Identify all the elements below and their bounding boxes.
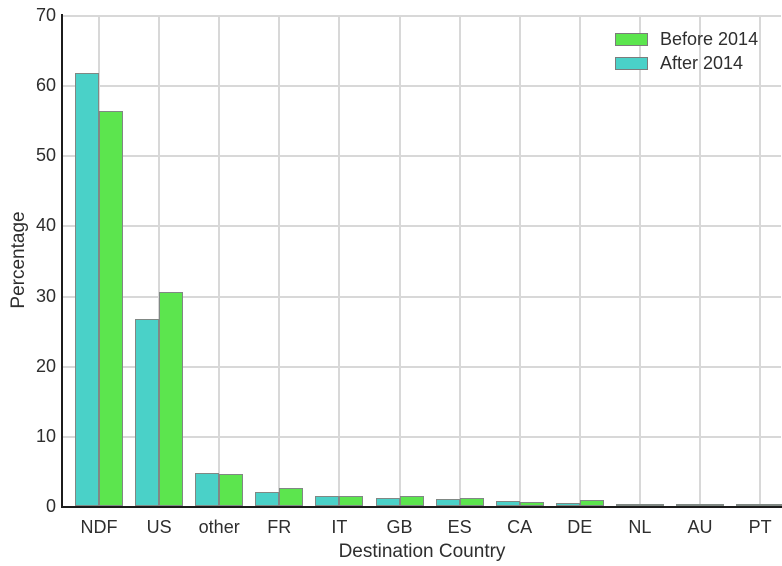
gridline-vertical: [218, 15, 221, 506]
gridline-horizontal: [63, 295, 781, 298]
x-tick-label: NDF: [80, 517, 118, 537]
bar-es-before-2014: [459, 498, 484, 506]
x-tick-label: AU: [687, 517, 713, 537]
legend-swatch-before-2014: [615, 33, 648, 46]
gridline-horizontal: [63, 365, 781, 368]
x-axis-title: Destination Country: [338, 541, 506, 562]
y-axis-spine: [61, 14, 63, 508]
y-tick-label: 40: [35, 215, 56, 236]
y-tick-label: 70: [35, 5, 56, 25]
bar-de-after-2014: [555, 503, 580, 506]
bar-pt-after-2014: [736, 504, 761, 506]
legend-swatch-after-2014: [615, 57, 648, 70]
x-tick-label: IT: [331, 517, 348, 537]
x-tick-label: FR: [267, 517, 292, 537]
bar-fr-before-2014: [279, 487, 304, 506]
y-tick-label: 60: [35, 75, 56, 96]
gridline-vertical: [158, 15, 161, 506]
gridline-vertical: [338, 15, 341, 506]
bar-ndf-after-2014: [75, 72, 99, 506]
x-tick-label: NL: [628, 517, 652, 537]
bar-it-after-2014: [315, 496, 340, 506]
legend-label-before-2014: Before 2014: [660, 29, 759, 49]
bar-nl-after-2014: [615, 503, 640, 506]
gridline-horizontal: [63, 225, 781, 228]
gridline-vertical: [278, 15, 281, 506]
bar-ndf-before-2014: [99, 111, 123, 506]
bar-other-after-2014: [195, 473, 220, 506]
gridline-horizontal: [63, 435, 781, 438]
gridline-vertical: [638, 15, 641, 506]
bar-au-after-2014: [676, 504, 700, 506]
x-tick-label: DE: [567, 517, 593, 537]
legend-item-before-2014: Before 2014: [615, 29, 759, 49]
x-tick-label: CA: [507, 517, 533, 537]
bar-other-before-2014: [219, 473, 244, 506]
bar-es-after-2014: [435, 499, 460, 506]
legend-label-after-2014: After 2014: [660, 53, 744, 73]
y-tick-label: 30: [35, 285, 56, 306]
y-tick-label: 20: [35, 355, 56, 376]
bar-it-before-2014: [339, 496, 364, 506]
bar-ca-after-2014: [495, 501, 520, 506]
plot-area: [63, 15, 782, 506]
x-tick-label: other: [198, 517, 240, 537]
gridline-horizontal: [63, 85, 781, 88]
gridline-vertical: [398, 15, 401, 506]
gridline-vertical: [699, 15, 701, 506]
bar-ca-before-2014: [519, 502, 544, 506]
bar-us-before-2014: [159, 292, 184, 506]
x-tick-label: ES: [447, 517, 472, 537]
x-tick-label: US: [146, 517, 172, 537]
bar-gb-before-2014: [399, 496, 424, 506]
gridline-horizontal: [63, 155, 781, 158]
y-tick-label: 50: [35, 145, 56, 166]
x-tick-label: PT: [748, 517, 772, 537]
gridline-vertical: [518, 15, 521, 506]
bar-au-before-2014: [700, 503, 724, 506]
gridline-vertical: [759, 15, 762, 506]
gridline-horizontal: [63, 15, 781, 17]
x-axis-spine: [61, 506, 782, 508]
gridline-vertical: [578, 15, 581, 506]
y-axis-title: Percentage: [8, 211, 29, 309]
legend-item-after-2014: After 2014: [615, 53, 744, 73]
x-tick-label: GB: [386, 517, 413, 537]
bar-nl-before-2014: [639, 503, 664, 506]
bar-de-before-2014: [579, 500, 604, 506]
y-tick-label: 0: [45, 496, 56, 516]
y-tick-label: 10: [35, 425, 56, 446]
bar-pt-before-2014: [760, 504, 782, 506]
bar-us-after-2014: [135, 318, 160, 506]
bar-fr-after-2014: [255, 491, 280, 506]
bar-gb-after-2014: [375, 498, 400, 506]
gridline-vertical: [458, 15, 461, 506]
